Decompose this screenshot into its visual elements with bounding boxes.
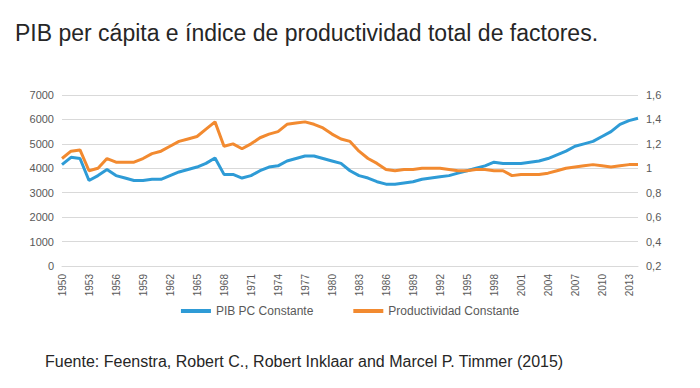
svg-text:1962: 1962 [165,274,176,297]
svg-text:0: 0 [48,260,54,272]
svg-text:1,2: 1,2 [646,138,661,150]
svg-text:2007: 2007 [570,274,581,297]
svg-text:3000: 3000 [30,187,54,199]
svg-text:1980: 1980 [327,274,338,297]
svg-text:0,4: 0,4 [646,236,661,248]
svg-text:1: 1 [646,162,652,174]
svg-text:1,4: 1,4 [646,113,661,125]
svg-text:1950: 1950 [57,274,68,297]
svg-text:2001: 2001 [516,274,527,297]
svg-text:1992: 1992 [435,274,446,297]
svg-text:2013: 2013 [624,274,635,297]
svg-text:PIB per cápita e índice de pro: PIB per cápita e índice de productividad… [15,20,598,46]
svg-text:1977: 1977 [300,274,311,297]
svg-text:1968: 1968 [219,274,230,297]
svg-text:5000: 5000 [30,138,54,150]
svg-text:2004: 2004 [543,274,554,297]
svg-text:1995: 1995 [462,274,473,297]
svg-text:1000: 1000 [30,236,54,248]
svg-text:1974: 1974 [273,274,284,297]
svg-text:1998: 1998 [489,274,500,297]
svg-text:Fuente: Feenstra, Robert C., R: Fuente: Feenstra, Robert C., Robert Inkl… [45,353,563,370]
svg-text:0,6: 0,6 [646,211,661,223]
svg-text:1983: 1983 [354,274,365,297]
svg-text:0,8: 0,8 [646,187,661,199]
svg-text:1953: 1953 [84,274,95,297]
svg-text:1971: 1971 [246,274,257,297]
svg-text:2010: 2010 [597,274,608,297]
svg-text:2000: 2000 [30,211,54,223]
svg-text:1,6: 1,6 [646,89,661,101]
svg-text:7000: 7000 [30,89,54,101]
svg-text:6000: 6000 [30,113,54,125]
svg-text:1965: 1965 [192,274,203,297]
svg-text:1959: 1959 [138,274,149,297]
svg-text:1986: 1986 [381,274,392,297]
svg-text:4000: 4000 [30,162,54,174]
svg-text:1956: 1956 [111,274,122,297]
svg-text:1989: 1989 [408,274,419,297]
svg-text:0,2: 0,2 [646,260,661,272]
svg-text:PIB PC Constante: PIB PC Constante [216,304,314,318]
svg-text:Productividad Constante: Productividad Constante [388,304,519,318]
